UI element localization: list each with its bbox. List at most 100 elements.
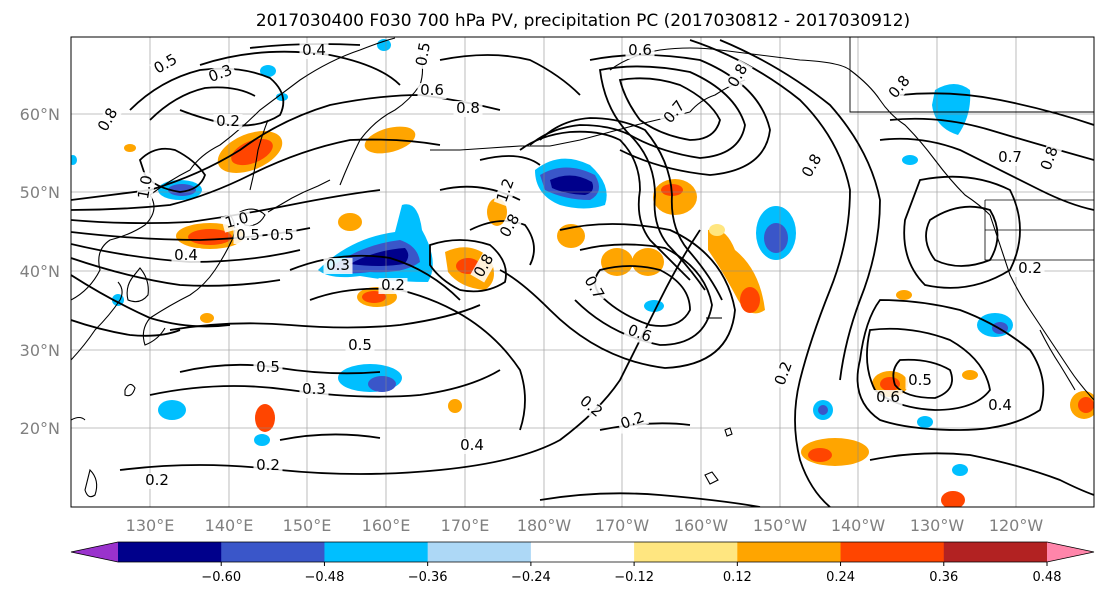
contour-label-bg	[470, 249, 499, 283]
contour-label: 0.5	[412, 41, 434, 68]
shade-positive	[709, 224, 725, 236]
colorbar-extend-high	[1047, 542, 1094, 562]
contour-label: 0.2	[381, 276, 405, 294]
shade-negative	[254, 434, 270, 446]
colorbar-swatch	[118, 542, 222, 562]
colorbar-tick-label: −0.24	[511, 570, 551, 585]
contour-label: 1.0	[223, 208, 251, 232]
colorbar-swatch	[530, 542, 635, 562]
shade-positive	[941, 491, 965, 507]
contour-label: 0.4	[988, 396, 1012, 414]
contour-label-bg	[616, 408, 649, 434]
contour-label: 0.6	[876, 388, 900, 406]
contour-label: 0.5	[236, 226, 260, 244]
contour-label-bg	[771, 357, 797, 390]
shade-positive	[632, 248, 664, 276]
lon-label: 150°W	[753, 516, 808, 535]
contour-label-bg	[267, 228, 297, 244]
colorbar-swatch	[427, 542, 532, 562]
shade-negative	[368, 376, 396, 392]
shade-positive	[896, 290, 912, 300]
shade-positive	[255, 404, 275, 432]
contour-label-bg	[1037, 142, 1063, 175]
shade-positive	[448, 399, 462, 413]
contour-label-bg	[213, 114, 243, 130]
contour-label-bg	[659, 96, 691, 129]
contour-label: 0.2	[1018, 259, 1042, 277]
contour-label: 0.5	[348, 336, 372, 354]
colorbar: −0.60 −0.48 −0.36 −0.24 −0.12 0.12 0.24 0.36 0.4…	[70, 541, 1095, 585]
colorbar-tick-label: −0.48	[305, 570, 345, 585]
contour-label: 0.2	[145, 471, 169, 489]
contour-label-bg	[579, 271, 608, 305]
contour-label: 0.3	[302, 380, 326, 398]
lon-label: 150°E	[283, 516, 332, 535]
colorbar-extend-low	[71, 542, 118, 562]
contour-label-bg	[724, 59, 753, 93]
contour-label: 0.5	[908, 371, 932, 389]
shade-negative	[902, 155, 918, 165]
contour-label-bg	[171, 248, 201, 264]
colorbar-tick-label: 0.36	[929, 570, 958, 585]
contour-label-bg	[623, 321, 656, 347]
lon-label: 160°E	[362, 516, 411, 535]
contour-label-bg	[94, 103, 123, 137]
shade-negative	[550, 175, 594, 195]
lat-label: 60°N	[20, 105, 60, 124]
lon-label: 130°W	[910, 516, 965, 535]
colorbar-swatch	[737, 542, 842, 562]
colorbar-swatch	[840, 542, 945, 562]
shade-positive	[338, 213, 362, 231]
contour-label-bg	[413, 38, 435, 70]
contour-label-bg	[905, 373, 935, 389]
contour-label-bg	[378, 278, 408, 294]
contour-label-bg	[233, 228, 263, 244]
shade-positive	[124, 144, 136, 152]
lon-label: 170°E	[441, 516, 490, 535]
contour-label: 0.5	[256, 358, 280, 376]
contour-label-bg	[985, 398, 1015, 414]
lon-label: 120°W	[989, 516, 1044, 535]
contour-label-bg	[496, 209, 525, 243]
shade-negative	[952, 464, 968, 476]
shade-negative	[764, 223, 788, 253]
contour-label-bg	[135, 171, 157, 203]
contour-label-bg	[323, 258, 353, 274]
shade-positive	[601, 248, 633, 276]
map-frame	[70, 36, 1095, 508]
contour-label: 0.6	[628, 41, 652, 59]
contour-label-bg	[574, 391, 607, 423]
contour-label-bg	[299, 382, 329, 398]
colorbar-tick-label: 0.24	[826, 570, 855, 585]
lat-label: 40°N	[20, 262, 60, 281]
colorbar-tick-label: −0.36	[408, 570, 448, 585]
shade-negative	[917, 416, 933, 428]
contour-label-bg	[995, 150, 1025, 166]
colorbar-outline	[70, 541, 1095, 563]
lon-label: 140°E	[205, 516, 254, 535]
shade-negative	[168, 184, 196, 196]
contour-label-bg	[798, 149, 827, 183]
contour-label-bg	[253, 360, 283, 376]
contour-label-bg	[884, 71, 916, 104]
contour-label: 0.4	[460, 436, 484, 454]
colorbar-swatch	[324, 542, 429, 562]
shade-positive	[740, 287, 760, 313]
shade-positive	[962, 370, 978, 380]
shade-negative	[158, 400, 186, 420]
lon-label: 130°E	[126, 516, 175, 535]
contour-label-bg	[149, 50, 183, 79]
shade-negative	[818, 405, 828, 415]
lon-label: 160°W	[674, 516, 729, 535]
lon-label: 140°W	[831, 516, 886, 535]
shade-positive	[487, 198, 507, 226]
contour-label: 0.2	[216, 112, 240, 130]
contour-label-bg	[345, 338, 375, 354]
contour-label-bg	[1015, 261, 1045, 277]
shade-positive	[231, 138, 273, 166]
shade-positive	[200, 313, 214, 323]
contour-label: 0.4	[174, 246, 198, 264]
colorbar-tick-label: 0.48	[1033, 570, 1062, 585]
lon-label: 170°W	[595, 516, 650, 535]
